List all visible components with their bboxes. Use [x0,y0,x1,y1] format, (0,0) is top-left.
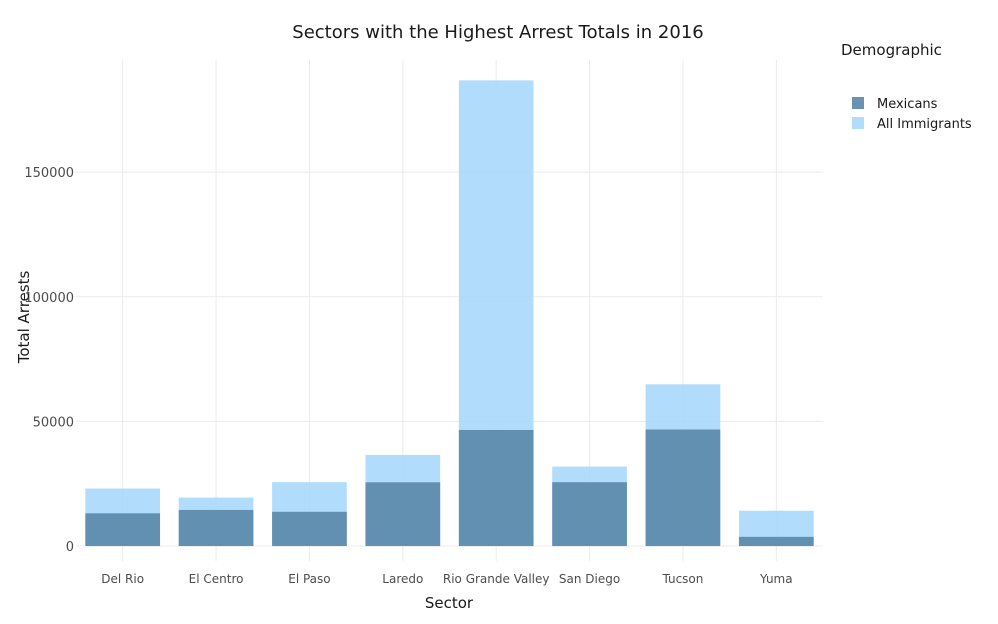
legend-key-all-immigrants [852,117,864,129]
x-tick-label: Rio Grande Valley [443,572,550,586]
y-tick-label: 100000 [24,291,74,306]
x-axis-ticks: Del Rio El Centro El Paso Laredo Rio Grande … [101,572,792,586]
bar-mexicans [85,513,161,547]
x-tick-label: El Paso [288,572,330,586]
bar-mexicans [272,511,347,547]
x-tick-label: Tucson [661,572,703,586]
legend-label: All Immigrants [877,117,972,132]
y-axis-ticks: 0 50000 100000 150000 [24,166,74,555]
legend-title: Demographic [841,41,942,59]
chart-title: Sectors with the Highest Arrest Totals i… [292,22,703,43]
x-tick-label: Laredo [382,572,423,586]
y-tick-label: 0 [66,540,74,555]
bar-mexicans [552,482,627,547]
x-tick-label: Del Rio [101,572,144,586]
y-tick-label: 50000 [33,415,74,430]
legend: Demographic Mexicans All Immigrants [841,41,972,132]
x-axis-title: Sector [425,594,474,612]
bars [85,80,814,547]
x-tick-label: San Diego [559,572,620,586]
y-tick-label: 150000 [24,166,74,181]
y-axis-title: Total Arrests [15,271,33,365]
bar-mexicans [458,429,534,547]
legend-label: Mexicans [877,97,938,112]
bar-mexicans [365,482,441,547]
bar-mexicans [645,429,721,547]
x-tick-label: El Centro [189,572,244,586]
bar-mexicans [178,509,254,547]
x-tick-label: Yuma [759,572,793,586]
bar-mexicans [738,536,814,547]
legend-key-mexicans [852,97,864,109]
